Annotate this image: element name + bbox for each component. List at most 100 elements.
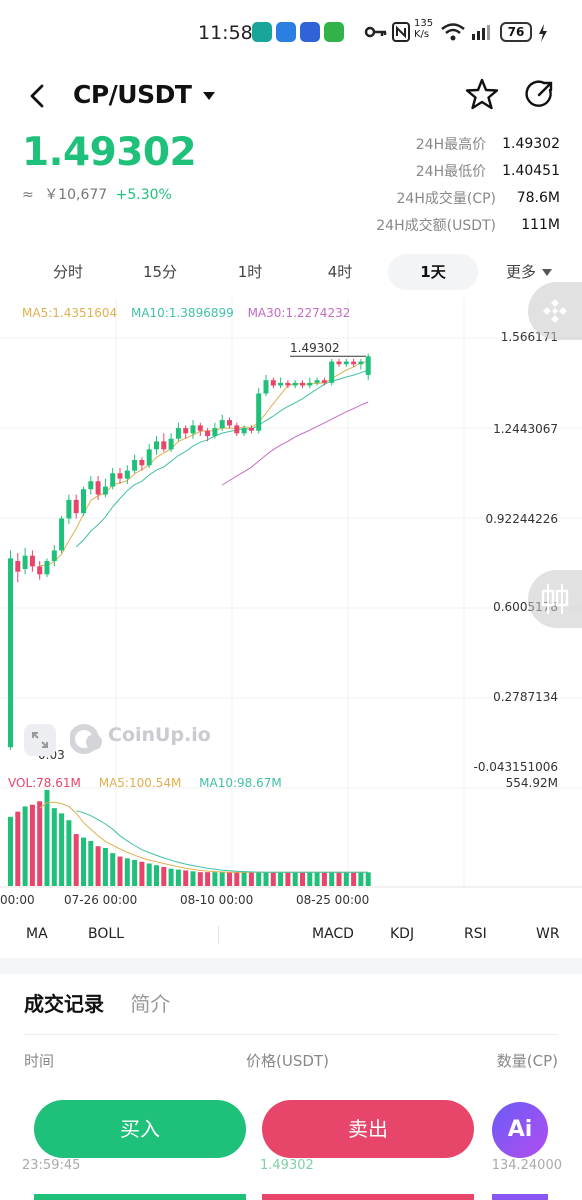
- tab-intro[interactable]: 简介: [130, 992, 171, 1016]
- volume-bar: [8, 816, 13, 886]
- indicator-kdj[interactable]: KDJ: [390, 926, 415, 942]
- tab-1h[interactable]: 1时: [237, 263, 263, 281]
- exchange-shortcut-button[interactable]: [528, 282, 582, 340]
- volume-bar: [358, 872, 364, 886]
- candle-body: [117, 473, 123, 479]
- candle-body: [197, 425, 203, 431]
- share-icon[interactable]: [522, 76, 558, 112]
- signal-icon: [472, 25, 490, 40]
- volume-bar: [212, 872, 218, 886]
- indicator-wr[interactable]: WR: [536, 926, 560, 942]
- volume-bar: [227, 872, 232, 886]
- tab-1d[interactable]: 1天: [388, 254, 478, 290]
- candle-body: [263, 380, 269, 394]
- last-price: 1.49302: [22, 130, 197, 175]
- sell-button[interactable]: 卖出: [262, 1100, 474, 1158]
- candle-body: [139, 459, 145, 466]
- candle-body: [102, 486, 108, 495]
- tab-4h[interactable]: 4时: [327, 263, 353, 281]
- volume-bar: [117, 856, 123, 886]
- status-bar: 11:58 135 K/s 76: [0, 0, 582, 70]
- coinup-logo-icon: [70, 724, 102, 754]
- candle-body: [95, 481, 101, 495]
- volume-bar: [81, 837, 86, 886]
- buy-button[interactable]: 买入: [34, 1100, 246, 1158]
- vol-value: VOL:78.61M: [8, 776, 81, 790]
- nfc-icon: [392, 22, 410, 42]
- volume-bar: [51, 808, 57, 886]
- candle-body: [66, 499, 72, 519]
- price-change: +5.30%: [115, 187, 172, 203]
- candle-body: [146, 449, 152, 466]
- candle-body: [248, 428, 254, 431]
- back-button[interactable]: [20, 78, 56, 114]
- volume-bar: [88, 841, 94, 886]
- volume-bar: [132, 860, 138, 886]
- records-tabs: 成交记录 简介: [24, 988, 170, 1017]
- tab-1min[interactable]: 分时: [52, 263, 83, 281]
- volume-bar: [197, 872, 203, 886]
- tab-more[interactable]: 更多: [494, 254, 564, 290]
- volume-bar: [307, 872, 313, 886]
- vol-ma5: MA5:100.54M: [98, 776, 182, 790]
- tab-15min[interactable]: 15分: [142, 263, 178, 281]
- stat-value: 1.49302: [502, 135, 560, 152]
- candle-body: [227, 420, 232, 426]
- tab-trade-records[interactable]: 成交记录: [24, 992, 104, 1016]
- candle-body: [205, 430, 211, 437]
- candle-body: [168, 438, 174, 450]
- volume-bar: [190, 871, 196, 886]
- stat-row: 24H成交量(CP) 78.6M: [300, 184, 560, 211]
- favorite-star-icon[interactable]: [464, 76, 500, 112]
- ma5-legend: MA5:1.4351604: [22, 306, 118, 320]
- row-qty: 134.24000: [491, 1158, 562, 1173]
- charging-icon: [539, 24, 547, 42]
- volume-bar: [278, 872, 284, 886]
- candle-style-button[interactable]: [528, 570, 582, 628]
- candle-body: [212, 428, 218, 437]
- candle-body: [219, 420, 225, 429]
- divider: [24, 1034, 558, 1035]
- price-axis-label: -0.043151006: [473, 760, 559, 774]
- chevron-down-icon[interactable]: [203, 92, 215, 100]
- ma10-line: [75, 369, 369, 548]
- candle-body: [37, 566, 43, 575]
- ai-assistant-button[interactable]: Ai: [492, 1102, 548, 1158]
- candle-body: [234, 425, 240, 434]
- app-notification-icon: [252, 22, 272, 42]
- records-header: 时间 价格(USDT) 数量(CP): [24, 1050, 558, 1071]
- volume-bar: [146, 863, 152, 886]
- candle-body: [307, 382, 313, 386]
- status-time: 11:58: [198, 22, 253, 44]
- indicator-boll[interactable]: BOLL: [88, 926, 124, 942]
- kline-chart[interactable]: [0, 298, 582, 918]
- candle-body: [321, 380, 327, 383]
- candle-body: [343, 361, 349, 365]
- candle-body: [29, 555, 35, 567]
- stat-row: 24H最低价 1.40451: [300, 157, 560, 184]
- volume-bar: [139, 861, 145, 886]
- volume-bar: [95, 846, 101, 886]
- pair-selector[interactable]: CP/USDT: [73, 80, 192, 109]
- volume-bar: [263, 872, 269, 886]
- header: CP/USDT: [0, 70, 582, 126]
- volume-bar: [59, 813, 65, 886]
- indicator-ma[interactable]: MA: [26, 926, 48, 942]
- candle-body: [241, 428, 247, 434]
- action-bar: 买入 卖出 Ai: [0, 1090, 582, 1200]
- candle-body: [51, 550, 57, 562]
- volume-bar: [73, 834, 79, 886]
- stat-value: 78.6M: [516, 189, 560, 206]
- indicator-macd[interactable]: MACD: [312, 926, 354, 942]
- candle-body: [351, 361, 357, 365]
- indicator-rsi[interactable]: RSI: [464, 926, 487, 942]
- candle-body: [329, 361, 335, 383]
- volume-bar: [270, 872, 276, 886]
- candle-body: [270, 380, 276, 386]
- key-icon: [364, 26, 387, 38]
- fullscreen-icon[interactable]: [24, 724, 56, 756]
- price-axis-label: 1.2443067: [493, 422, 558, 436]
- volume-bar: [300, 872, 305, 886]
- candle-body: [44, 561, 50, 575]
- candle-body: [183, 428, 189, 434]
